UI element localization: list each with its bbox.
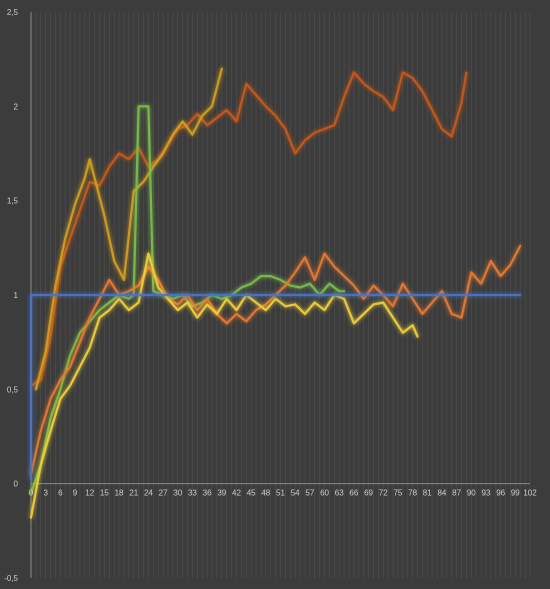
x-tick-label: 81	[423, 489, 432, 498]
x-tick-label: 60	[320, 489, 329, 498]
y-tick-label: 1	[14, 291, 19, 300]
x-tick-label: 48	[261, 489, 270, 498]
y-tick-label: 2	[14, 102, 19, 111]
x-tick-label: 51	[276, 489, 285, 498]
x-tick-label: 0	[29, 489, 34, 498]
x-tick-label: 12	[85, 489, 94, 498]
x-tick-label: 39	[217, 489, 226, 498]
y-tick-label: -0,5	[4, 574, 18, 583]
y-tick-label: 0,5	[7, 385, 19, 394]
x-tick-label: 36	[203, 489, 212, 498]
x-tick-label: 54	[291, 489, 300, 498]
x-tick-label: 42	[232, 489, 241, 498]
x-tick-label: 9	[73, 489, 78, 498]
x-tick-label: 63	[335, 489, 344, 498]
x-tick-label: 33	[188, 489, 197, 498]
x-tick-label: 84	[437, 489, 446, 498]
x-tick-label: 21	[129, 489, 138, 498]
x-tick-label: 24	[144, 489, 153, 498]
x-tick-label: 102	[523, 489, 537, 498]
x-tick-label: 75	[393, 489, 402, 498]
x-tick-label: 72	[379, 489, 388, 498]
x-tick-label: 69	[364, 489, 373, 498]
x-tick-label: 6	[58, 489, 63, 498]
x-tick-label: 99	[511, 489, 520, 498]
x-tick-label: 66	[349, 489, 358, 498]
y-tick-label: 1,5	[7, 197, 19, 206]
x-tick-label: 93	[482, 489, 491, 498]
x-tick-label: 18	[115, 489, 124, 498]
series-lines	[29, 67, 522, 519]
y-tick-label: 2,5	[7, 8, 19, 17]
series-line-6	[29, 293, 522, 481]
x-tick-label: 96	[496, 489, 505, 498]
series-line-1	[29, 71, 468, 387]
x-tick-label: 90	[467, 489, 476, 498]
y-tick-label: 0	[14, 480, 19, 489]
x-tick-label: 87	[452, 489, 461, 498]
x-tick-label: 3	[43, 489, 48, 498]
tick-labels: -0,500,511,522,50 3 6 9 12 15 18 21 24 27 30 33 36 39…	[4, 8, 537, 583]
series-line-5	[29, 252, 419, 519]
series-line-2	[34, 67, 223, 391]
x-tick-label: 45	[247, 489, 256, 498]
x-tick-label: 57	[305, 489, 314, 498]
x-tick-label: 30	[173, 489, 182, 498]
x-tick-label: 27	[159, 489, 168, 498]
x-tick-label: 78	[408, 489, 417, 498]
x-tick-label: 15	[100, 489, 109, 498]
